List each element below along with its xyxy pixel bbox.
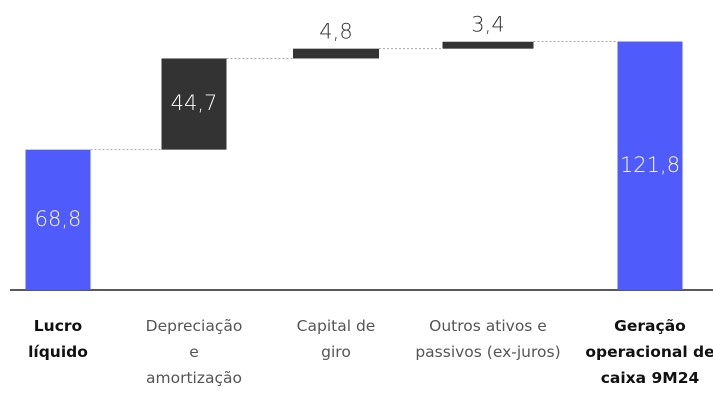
value-label: 3,4 [471, 13, 504, 37]
bar [25, 149, 91, 290]
value-label: 121,8 [620, 153, 680, 177]
value-label: 44,7 [171, 91, 218, 115]
value-label: 68,8 [35, 207, 82, 231]
bar [161, 58, 227, 150]
category-label: Geração operacional de caixa 9M24 [585, 317, 713, 387]
category-label: Capital de giro [296, 317, 376, 361]
bar [293, 48, 379, 59]
bar [442, 41, 534, 49]
bar [617, 41, 683, 290]
category-label: Lucro líquido [28, 317, 88, 361]
category-label: Outros ativos e passivos (ex-juros) [415, 317, 561, 361]
category-label: Depreciação e amortização [145, 317, 243, 387]
value-label: 4,8 [319, 20, 352, 44]
